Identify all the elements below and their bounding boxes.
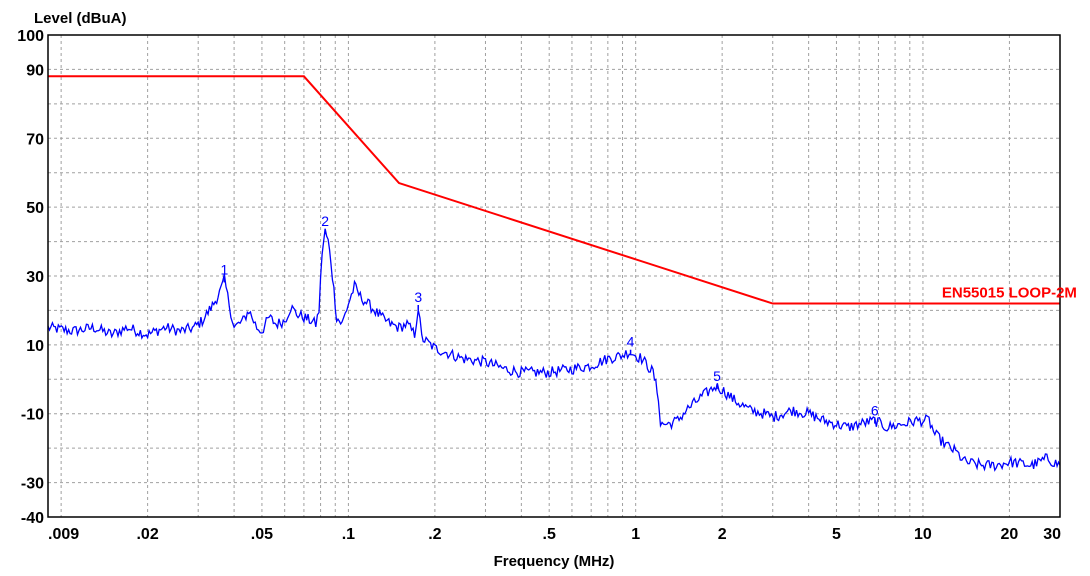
- x-tick-label: .2: [428, 526, 441, 543]
- x-tick-label: 20: [1001, 526, 1019, 543]
- x-tick-label: 1: [631, 526, 640, 543]
- y-axis-label: Level (dBuA): [34, 10, 127, 27]
- y-tick-label: 70: [26, 131, 44, 148]
- y-tick-label: 100: [17, 28, 44, 45]
- peak-marker-label: 1: [220, 261, 228, 277]
- grid-lines: [48, 35, 1060, 517]
- y-tick-label: -30: [21, 476, 44, 493]
- measurement-trace: [47, 228, 1061, 472]
- peak-marker-label: 2: [321, 213, 329, 229]
- y-tick-label: 50: [26, 200, 44, 217]
- x-tick-label: 10: [914, 526, 932, 543]
- x-tick-label: .05: [251, 526, 273, 543]
- peak-marker-label: 4: [627, 334, 635, 350]
- y-tick-label: -40: [21, 510, 44, 527]
- x-axis-label: Frequency (MHz): [494, 553, 615, 570]
- y-tick-label: 90: [26, 62, 44, 79]
- limit-line: [48, 75, 1060, 305]
- x-tick-label: .009: [48, 526, 79, 543]
- y-tick-label: 10: [26, 338, 44, 355]
- peak-marker-label: 3: [414, 289, 422, 305]
- peak-markers: 1 2 3 4 5 6: [220, 213, 879, 424]
- peak-marker-label: 5: [713, 368, 721, 384]
- peak-marker-label: 6: [871, 403, 879, 419]
- x-tick-label: .5: [543, 526, 556, 543]
- series-lines: [47, 75, 1061, 472]
- y-tick-labels: 100 90 70 50 30 10 -10 -30 -40: [17, 28, 44, 527]
- y-tick-label: -10: [21, 407, 44, 424]
- x-tick-label: 30: [1043, 526, 1061, 543]
- y-tick-label: 30: [26, 269, 44, 286]
- x-tick-label: .1: [342, 526, 355, 543]
- x-tick-labels: .009 .02 .05 .1 .2 .5 1 2 5 10 20 30: [48, 526, 1061, 543]
- plot-frame: [47, 34, 1061, 518]
- x-tick-label: 2: [718, 526, 727, 543]
- x-tick-label: .02: [136, 526, 158, 543]
- limit-series-label: EN55015 LOOP-2M: [942, 285, 1077, 302]
- x-tick-label: 5: [832, 526, 841, 543]
